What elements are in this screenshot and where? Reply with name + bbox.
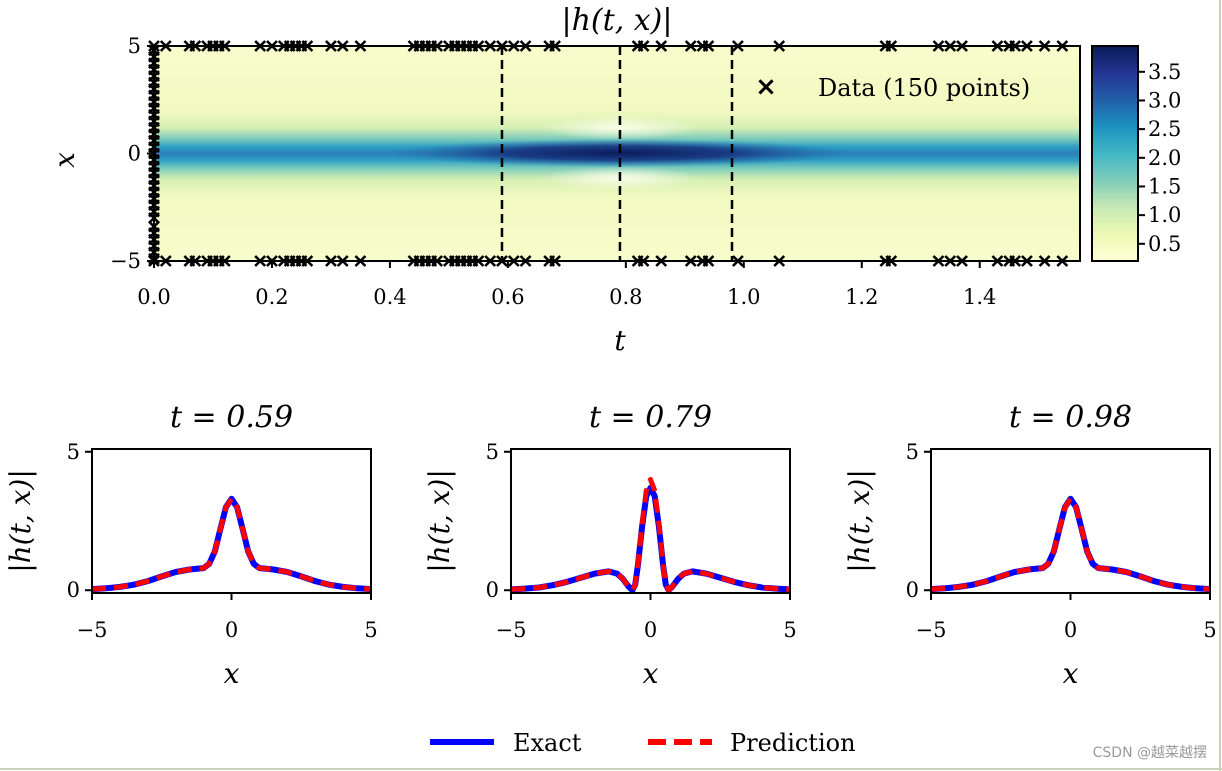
- slice-y-tick-label: 5: [67, 440, 80, 464]
- data-legend-marker: ×: [755, 72, 777, 102]
- heatmap-x-tick-label: 0.6: [491, 285, 524, 309]
- slice-x-tick-label: 0: [225, 618, 238, 642]
- series-exact: [510, 484, 791, 594]
- heatmap-x-tick-label: 1.2: [845, 285, 878, 309]
- colorbar-tick-label: 2.0: [1148, 146, 1181, 170]
- slice-x-tick-label: −5: [77, 618, 108, 642]
- slice-ylabel: |h(t, x)|: [4, 469, 37, 573]
- halo-upper: [540, 116, 700, 140]
- series-prediction: [510, 477, 791, 593]
- colorbar-tick-label: 1.5: [1148, 174, 1181, 198]
- series-prediction: [91, 496, 372, 592]
- heatmap-title: |h(t, x)|: [562, 3, 673, 38]
- data-legend: × Data (150 points): [755, 72, 1030, 102]
- colorbar: 0.5 1.0 1.5 2.0 2.5 3.0 3.5: [1091, 45, 1181, 262]
- slice-panel-frame: [930, 448, 1211, 594]
- slice-y-tick-label: 5: [906, 440, 919, 464]
- slice-x-tick-label: −5: [496, 618, 527, 642]
- legend-prediction-label: Prediction: [730, 729, 856, 757]
- slice-xlabel: x: [1063, 657, 1079, 690]
- colorbar-tick-label: 0.5: [1148, 232, 1181, 256]
- heatmap-x-tick-label: 1.0: [727, 285, 760, 309]
- slice-y-tick-label: 0: [67, 578, 80, 602]
- heatmap-panel: |h(t, x)| 0.0 0.2 0.4 0.6 0.8 1.0 1.2 1.4 −505 …: [48, 3, 1081, 357]
- slice-panel-title: t = 0.59: [170, 400, 293, 435]
- slice-ylabel: |h(t, x)|: [423, 469, 456, 573]
- slice-panel-title: t = 0.98: [1009, 400, 1132, 435]
- slice-x-tick-label: −5: [916, 618, 947, 642]
- heatmap-y-tick-label: −5: [110, 249, 141, 273]
- slice-panel-frame: [91, 448, 372, 594]
- slice-panels: t = 0.59 −5 0 5 0 5 x |h(t, x)| t = 0.79 −5 0 5 0 5 x |…: [4, 400, 1217, 690]
- colorbar-tick-label: 3.5: [1148, 60, 1181, 84]
- heatmap-x-tick-label: 0.0: [137, 285, 170, 309]
- heatmap-x-ticks: 0.0 0.2 0.4 0.6 0.8 1.0 1.2 1.4: [137, 261, 996, 309]
- slice-y-tick-label: 0: [906, 578, 919, 602]
- slice-x-tick-label: 5: [364, 618, 377, 642]
- slice-x-tick-label: 0: [644, 618, 657, 642]
- data-legend-label: Data (150 points): [818, 74, 1030, 102]
- slice-panel-frame: [510, 448, 791, 594]
- slice-panel-2: t = 0.98 −5 0 5 0 5 x |h(t, x)|: [843, 400, 1217, 690]
- colorbar-frame: [1091, 45, 1139, 262]
- heatmap-field: [154, 46, 1080, 261]
- legend-exact-label: Exact: [513, 729, 582, 757]
- heatmap-y-tick-label: 5: [128, 34, 141, 58]
- time-slice-lines: [500, 46, 734, 261]
- heatmap-ylabel: x: [48, 152, 81, 168]
- series-prediction: [930, 496, 1211, 592]
- colorbar-ticks: 0.5 1.0 1.5 2.0 2.5 3.0 3.5: [1138, 60, 1181, 256]
- heatmap-y-tick-label: 0: [128, 142, 141, 166]
- slice-panel-0: t = 0.59 −5 0 5 0 5 x |h(t, x)|: [4, 400, 378, 690]
- colorbar-tick-label: 3.0: [1148, 88, 1181, 112]
- heatmap-y-ticks: −5 0 5: [110, 34, 154, 273]
- slice-x-tick-label: 0: [1064, 618, 1077, 642]
- series-exact: [930, 495, 1211, 593]
- slice-panel-1: t = 0.79 −5 0 5 0 5 x |h(t, x)|: [423, 400, 797, 690]
- colorbar-tick-label: 2.5: [1148, 117, 1181, 141]
- heatmap-x-tick-label: 0.8: [609, 285, 642, 309]
- colorbar-gradient: [1092, 46, 1138, 261]
- slice-x-tick-label: 5: [783, 618, 796, 642]
- series-exact: [91, 495, 372, 593]
- slice-ylabel: |h(t, x)|: [843, 469, 876, 573]
- slice-xlabel: x: [224, 657, 240, 690]
- heatmap-x-tick-label: 0.4: [373, 285, 406, 309]
- slice-x-tick-label: 5: [1203, 618, 1216, 642]
- slice-y-tick-label: 0: [486, 578, 499, 602]
- figure-legend: Exact Prediction: [430, 729, 856, 757]
- slice-y-tick-label: 5: [486, 440, 499, 464]
- slice-xlabel: x: [643, 657, 659, 690]
- watermark: CSDN @越菜越摆: [1093, 745, 1207, 761]
- slice-panel-title: t = 0.79: [589, 400, 712, 435]
- heatmap-x-tick-label: 1.4: [963, 285, 996, 309]
- heatmap-xlabel: t: [614, 324, 626, 357]
- heatmap-x-tick-label: 0.2: [255, 285, 288, 309]
- colorbar-tick-label: 1.0: [1148, 203, 1181, 227]
